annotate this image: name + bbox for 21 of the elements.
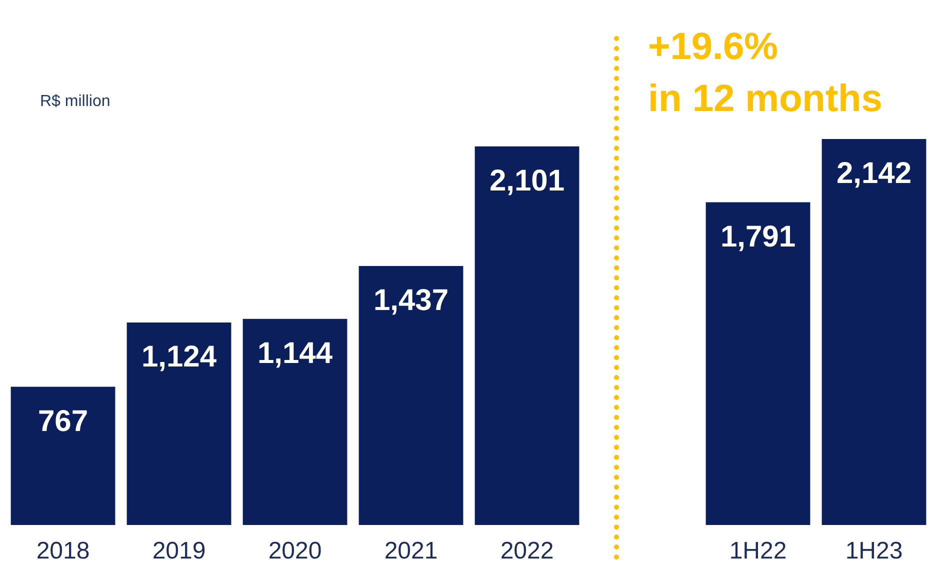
data-label: 1,144 [257,336,333,370]
x-tick-label: 2020 [268,538,322,564]
data-label: 2,142 [836,157,912,190]
bar [242,318,348,525]
x-tick-label: 2018 [36,538,90,564]
data-label: 1,791 [720,220,796,254]
chart-title: +19.6% in 12 months [648,26,882,120]
data-label: 1,437 [373,284,449,318]
bar [474,146,580,525]
data-label: 1,124 [141,340,217,374]
x-tick-label: 2019 [152,538,206,564]
x-tick-label: 2021 [384,538,438,564]
y-axis-title: R$ million [40,93,110,110]
data-label: 2,101 [489,164,565,198]
bar [126,322,232,525]
x-tick-label: 2022 [500,538,554,564]
x-tick-label: 1H22 [729,538,787,564]
data-label: 767 [38,404,88,438]
x-tick-label: 1H23 [845,538,903,564]
bar [358,266,464,525]
bar [10,386,116,525]
